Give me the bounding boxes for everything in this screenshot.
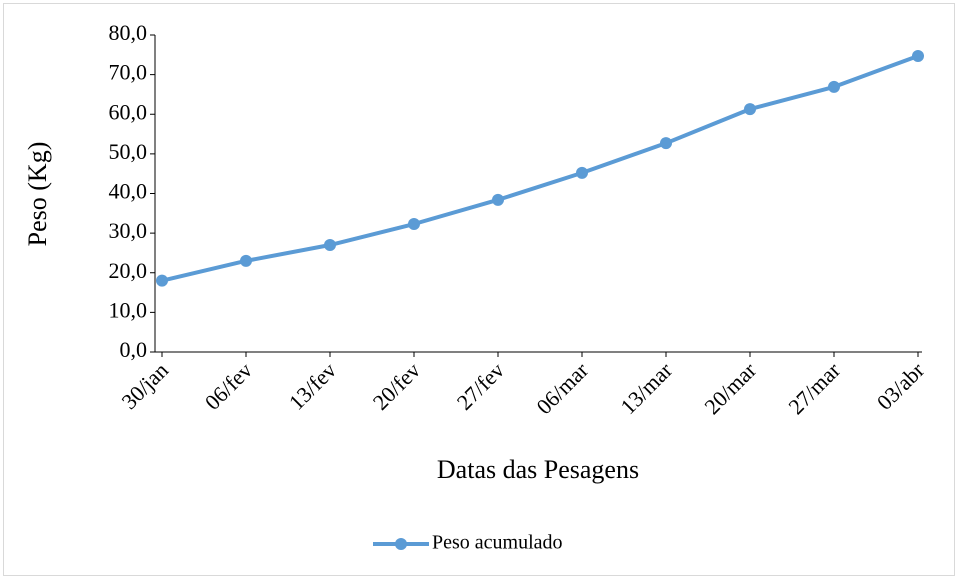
data-point: [492, 193, 504, 206]
data-point: [576, 166, 588, 179]
y-tick-label: 0,0: [120, 337, 148, 362]
y-tick-label: 80,0: [109, 20, 148, 45]
x-axis-title: Datas das Pesagens: [437, 455, 639, 484]
legend-label: Peso acumulado: [432, 532, 563, 554]
data-point: [744, 103, 756, 116]
series-line: [161, 54, 919, 283]
y-tick-label: 10,0: [109, 297, 148, 322]
y-tick-label: 40,0: [109, 179, 148, 204]
data-point: [660, 137, 672, 150]
y-tick-label: 30,0: [109, 218, 148, 243]
chart-border: [3, 3, 955, 576]
legend-marker: [395, 538, 407, 550]
data-point: [156, 274, 168, 287]
data-point: [828, 80, 840, 93]
y-axis-title: Peso (Kg): [23, 142, 52, 247]
y-tick-label: 60,0: [109, 99, 148, 124]
data-point: [912, 50, 924, 63]
data-point: [408, 218, 420, 231]
y-tick-label: 20,0: [109, 258, 148, 283]
y-tick-label: 70,0: [109, 60, 148, 85]
data-point: [240, 254, 252, 267]
data-point: [324, 239, 336, 252]
y-tick-label: 50,0: [109, 139, 148, 164]
